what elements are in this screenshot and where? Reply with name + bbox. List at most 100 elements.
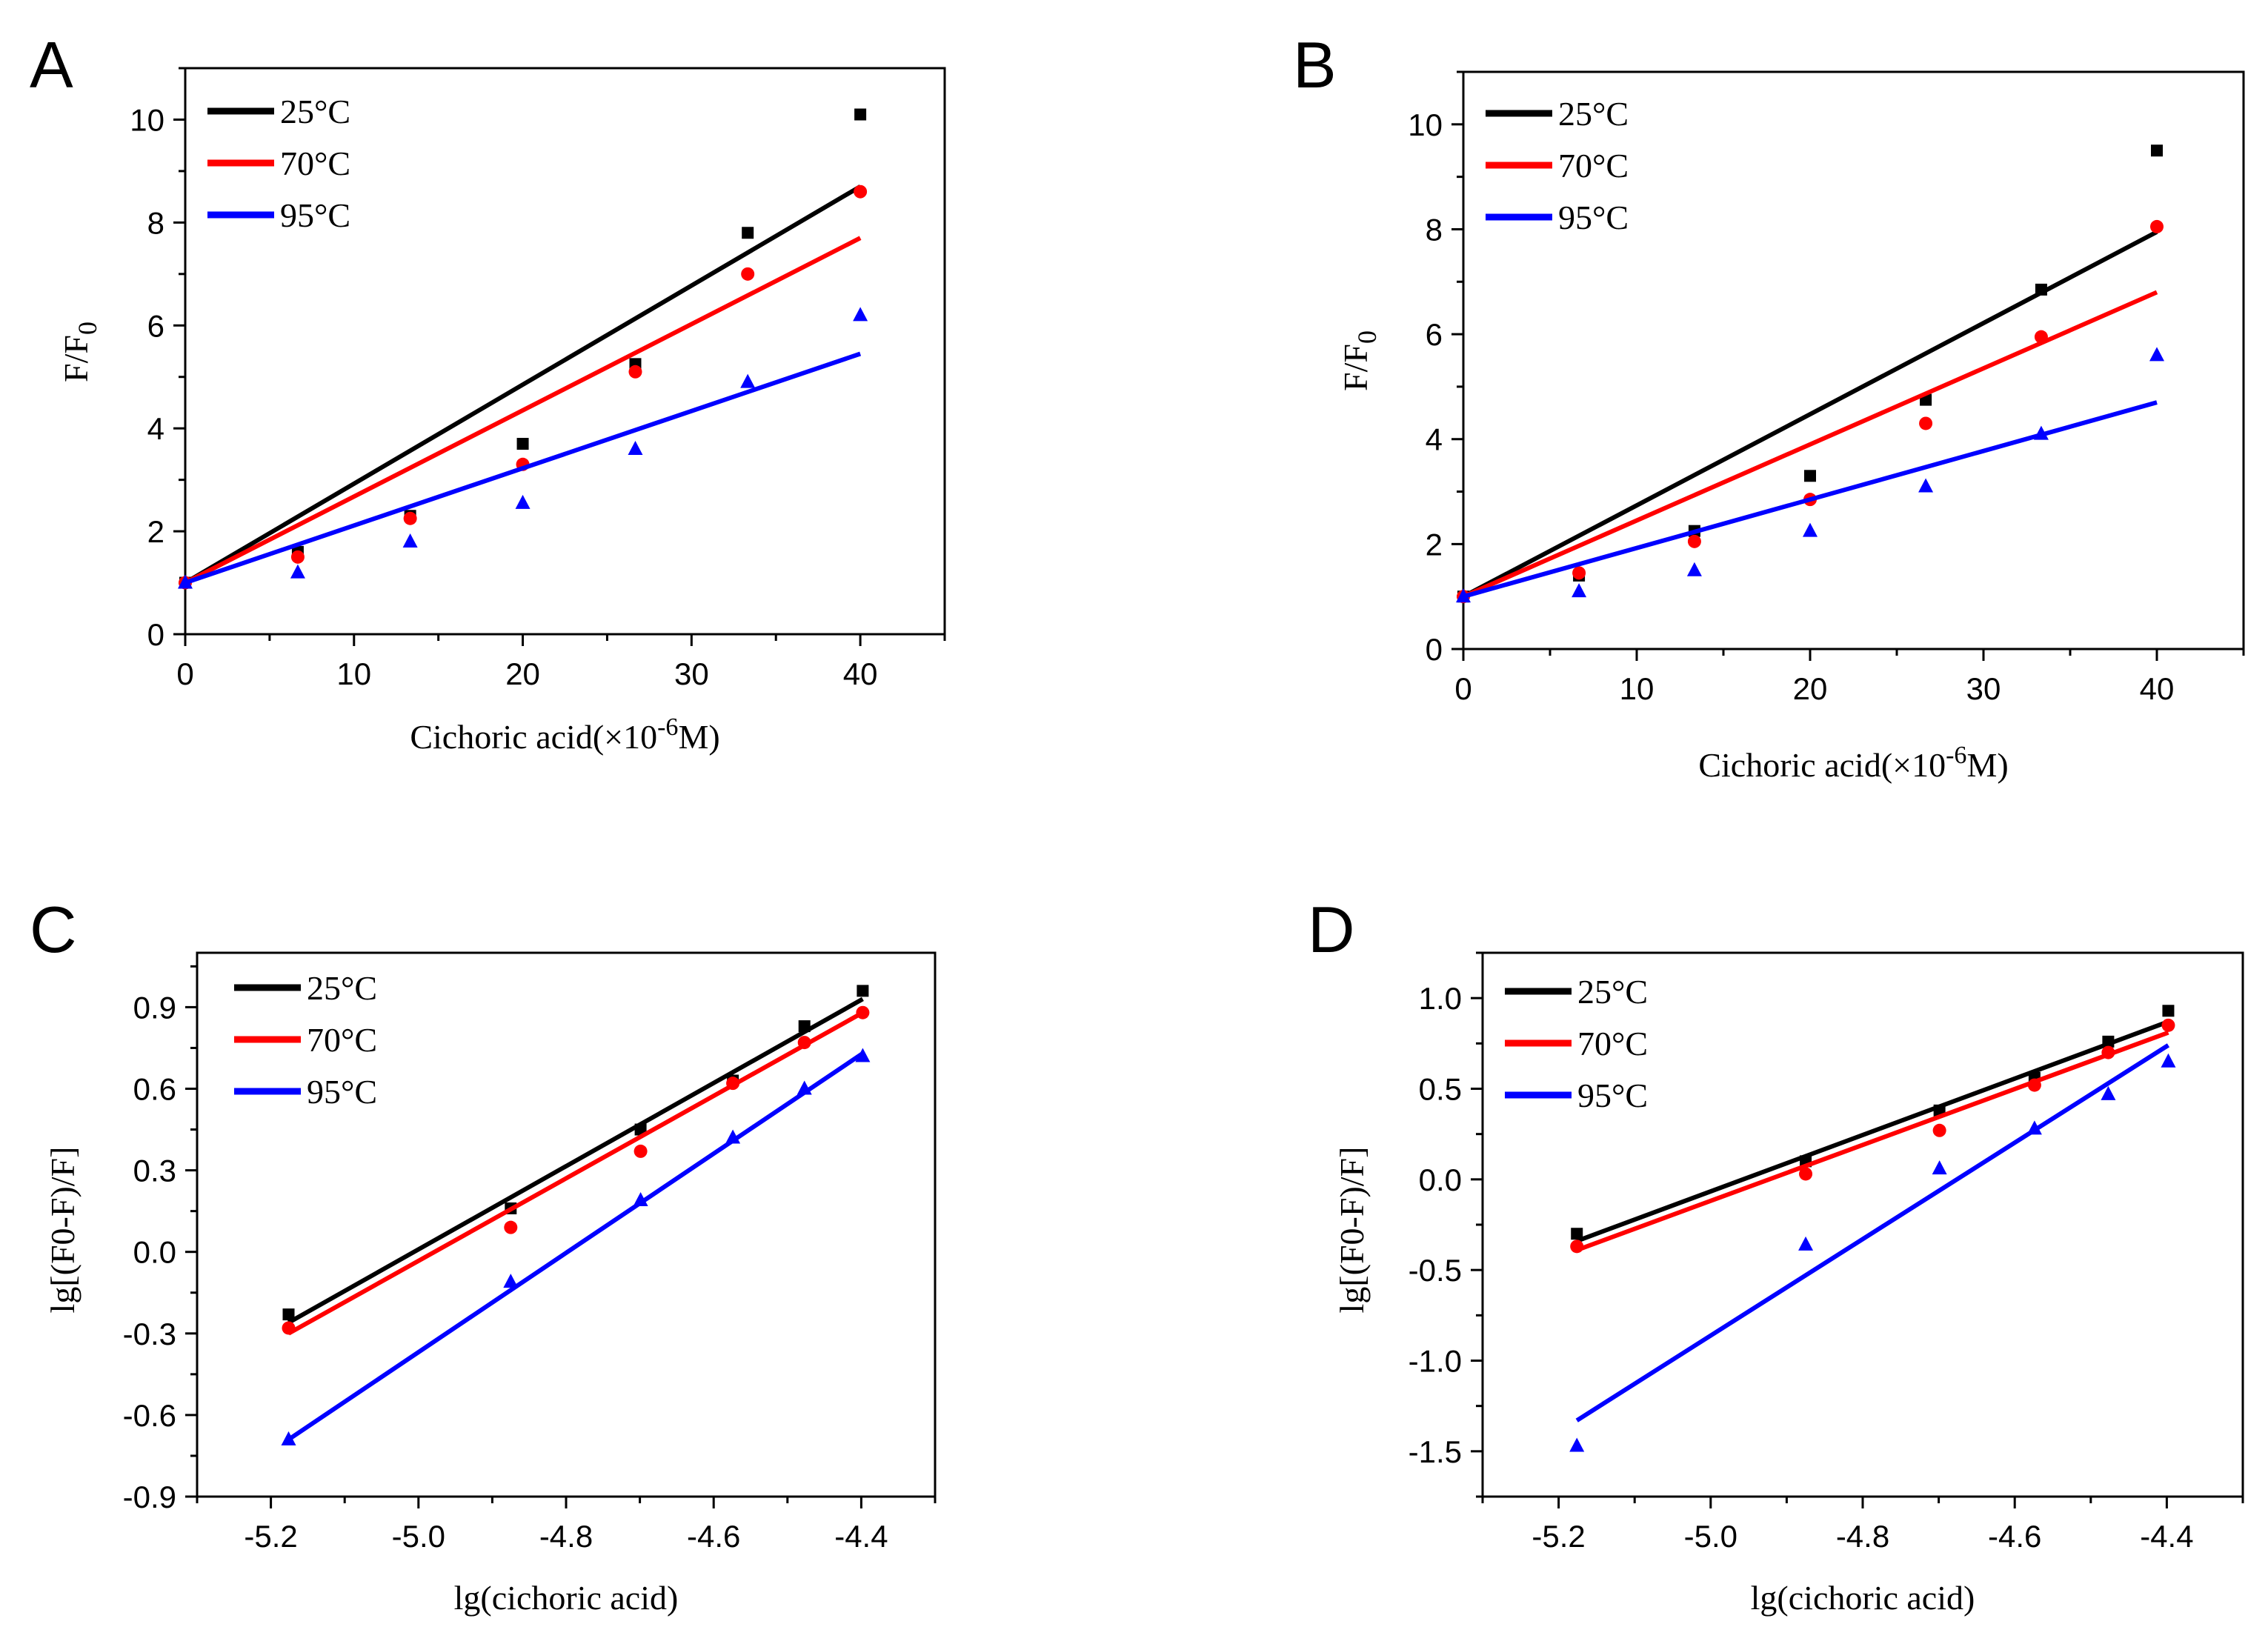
panel-a-y-tick-label: 8	[147, 205, 164, 240]
panel-b-legend: 25°C 70°C 95°C	[1486, 95, 1629, 236]
panel-a-series-2-point	[403, 511, 417, 525]
panel-c-series-2-point	[504, 1220, 518, 1234]
panel-b-legend-label: 25°C	[1558, 95, 1629, 133]
panel-c-series-1-fit-line	[287, 996, 864, 1325]
panel-b-letter: B	[1293, 28, 1337, 102]
panel-b-series-3-point	[2033, 425, 2049, 440]
panel-d-legend-label: 25°C	[1577, 973, 1648, 1011]
panel-d-y-tick-label: 0.5	[1419, 1072, 1462, 1107]
panel-c-y-tick-label: -0.9	[123, 1480, 176, 1514]
panel-c-x-tick-label: -4.8	[539, 1519, 593, 1554]
panel-c-y-tick-label: 0.6	[133, 1072, 176, 1107]
panel-b-series-3-point	[1686, 562, 1702, 576]
panel-b-series-3-point	[1918, 478, 1934, 493]
panel-d-series-2-point	[2161, 1018, 2175, 1032]
panel-b-series-3-point	[1456, 588, 1471, 603]
panel-b-y-axis-title: F/F0	[1337, 330, 1382, 391]
panel-c-x-tick-label: -4.6	[687, 1519, 740, 1554]
panel-d: D	[1308, 893, 1355, 966]
panel-a-y-tick-label: 0	[147, 617, 164, 652]
panel-c-x-tick-label: -5.2	[244, 1519, 297, 1554]
panel-b-legend-label: 70°C	[1558, 147, 1629, 184]
panel-d-series-2-point	[2027, 1078, 2041, 1092]
panel-d-legend-label: 70°C	[1577, 1025, 1648, 1062]
panel-d-letter: D	[1308, 893, 1355, 966]
panel-d-x-tick-label: -5.0	[1684, 1519, 1737, 1554]
panel-c: C	[30, 893, 77, 966]
panel-d-y-axis-title: lg[(F0-F)/F]	[1333, 1147, 1371, 1314]
panel-a-series-2-point	[628, 365, 642, 379]
panel-a-x-tick-label: 30	[674, 656, 709, 691]
panel-d-plot: -5.2 -5.0 -4.8 -4.6 -4.4 -1.5 -1.0 -0.5 0.0 0.5 1.…	[1333, 951, 2244, 1617]
panel-a-series-3-point	[178, 574, 193, 589]
panel-b-y-tick-label: 8	[1426, 212, 1443, 247]
panel-a-legend-label: 70°C	[280, 144, 350, 182]
panel-b-series-3-point	[2149, 347, 2164, 362]
panel-c-series-2-fit-line	[287, 1011, 864, 1336]
panel-d-series-2-point	[2101, 1045, 2115, 1059]
panel-a-series-3-point	[628, 440, 643, 455]
panel-d-x-tick-label: -5.2	[1532, 1519, 1585, 1554]
panel-d-series-3-point	[2101, 1085, 2116, 1100]
panel-d-series-2-point	[1570, 1240, 1584, 1254]
panel-c-y-tick-label: 0.3	[133, 1154, 176, 1188]
panel-c-series-2-point	[856, 1005, 870, 1019]
panel-d-series-3-point	[1932, 1160, 1947, 1175]
panel-a-series-2-point	[741, 267, 755, 281]
panel-d-series-1-fit-line	[1576, 1019, 2169, 1243]
panel-b-legend-label: 95°C	[1558, 199, 1629, 236]
panel-b-series-2-point	[1919, 416, 1933, 430]
panel-b-series-2-point	[2150, 219, 2164, 233]
panel-d-y-tick-label: -1.0	[1409, 1344, 1462, 1379]
panel-d-x-tick-label: -4.8	[1836, 1519, 1889, 1554]
panel-a: A	[30, 28, 73, 102]
panel-c-series-1-point	[282, 1308, 295, 1321]
panel-a-series-2-point	[854, 184, 868, 199]
panel-b-series-1-point	[2151, 144, 2163, 157]
panel-c-x-axis-title: lg(cichoric acid)	[454, 1579, 679, 1617]
panel-b-series-2-point	[1687, 534, 1701, 548]
panel-a-y-tick-label: 10	[130, 102, 164, 137]
panel-b-y-tick-label: 4	[1426, 422, 1443, 457]
panel-c-series-3-point	[503, 1274, 519, 1288]
panel-c-series-1-point	[634, 1123, 647, 1136]
panel-c-x-tick-label: -4.4	[834, 1519, 888, 1554]
panel-c-series-2-point	[726, 1077, 740, 1091]
panel-c-series-3-point	[797, 1080, 812, 1095]
panel-b-y-tick-label: 6	[1426, 317, 1443, 352]
panel-d-series-3-point	[2026, 1120, 2042, 1135]
panel-d-series-2-point	[1799, 1167, 1813, 1181]
panel-c-series-3-fit-line	[287, 1051, 865, 1442]
panel-c-y-axis-title: lg[(F0-F)/F]	[44, 1147, 82, 1314]
panel-a-x-tick-label: 20	[505, 656, 540, 691]
panel-c-series-2-point	[797, 1036, 811, 1050]
panel-d-y-tick-label: 1.0	[1419, 981, 1462, 1016]
panel-c-series-2-point	[282, 1321, 296, 1335]
panel-c-plot: -5.2 -5.0 -4.8 -4.6 -4.4 -0.9 -0.6 -0.3 0.0 0.3 0.…	[44, 951, 937, 1617]
panel-d-series-2-fit-line	[1576, 1030, 2169, 1253]
panel-d-series-1-point	[2162, 1005, 2175, 1017]
panel-b-series-3-point	[1572, 583, 1587, 598]
panel-a-y-tick-label: 4	[147, 411, 164, 446]
panel-a-x-tick-label: 0	[176, 656, 193, 691]
panel-c-legend-label: 25°C	[307, 969, 377, 1007]
panel-c-series-3-point	[855, 1048, 871, 1062]
panel-d-series-1-point	[1571, 1228, 1583, 1240]
panel-a-legend-label: 25°C	[280, 93, 350, 130]
panel-c-series-1-point	[857, 985, 869, 997]
panel-d-series-1-point	[2102, 1035, 2115, 1048]
panel-a-y-tick-label: 2	[147, 514, 164, 549]
panel-b-x-tick-label: 10	[1620, 671, 1655, 706]
panel-c-y-tick-label: 0.9	[133, 990, 176, 1025]
panel-a-series-2-point	[290, 550, 305, 564]
panel-a-x-tick-label: 10	[336, 656, 371, 691]
panel-b-y-tick-label: 0	[1426, 632, 1443, 667]
panel-b-series-3-point	[1803, 522, 1818, 537]
panel-d-x-axis-title: lg(cichoric acid)	[1751, 1579, 1975, 1617]
panel-a-series-3-point	[515, 494, 531, 509]
panel-a-series-3-point	[402, 533, 418, 548]
panel-b-series-2-point	[2034, 330, 2048, 344]
